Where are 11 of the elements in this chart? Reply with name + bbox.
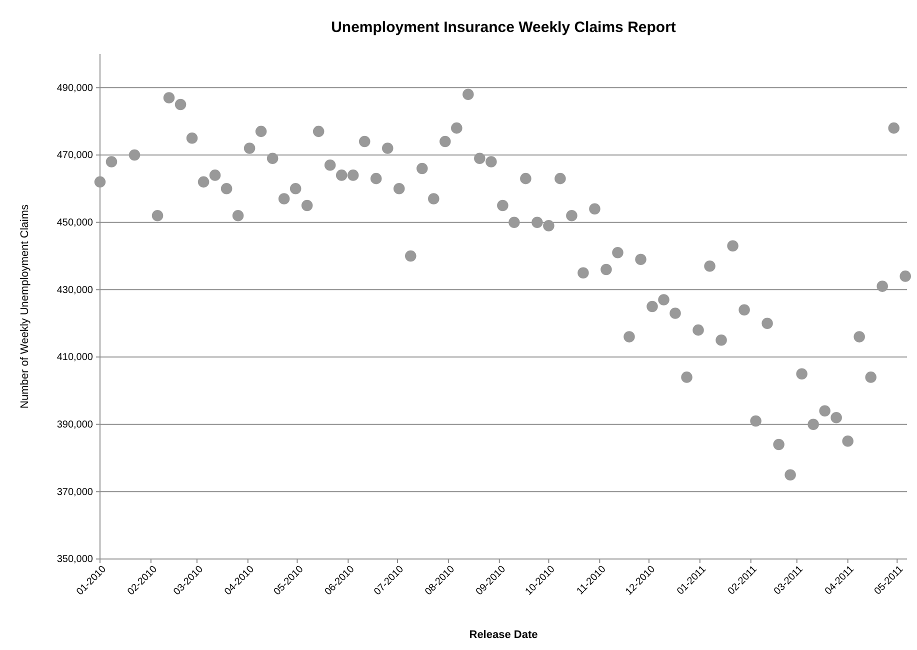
y-tick-label: 370,000 <box>56 486 94 498</box>
y-tick-label: 490,000 <box>56 82 94 94</box>
chart-title: Unemployment Insurance Weekly Claims Report <box>331 19 676 36</box>
y-tick-label: 450,000 <box>56 218 94 229</box>
x-axis-title: Release Date <box>469 629 538 641</box>
y-tick-label: 410,000 <box>56 352 94 364</box>
y-axis-title: Number of Weekly Unemployment Claims <box>19 204 31 408</box>
y-tick-label: 470,000 <box>56 150 94 162</box>
y-tick-label: 390,000 <box>56 420 94 431</box>
y-tick-label: 430,000 <box>56 284 94 296</box>
y-tick-label: 350,000 <box>56 554 94 566</box>
